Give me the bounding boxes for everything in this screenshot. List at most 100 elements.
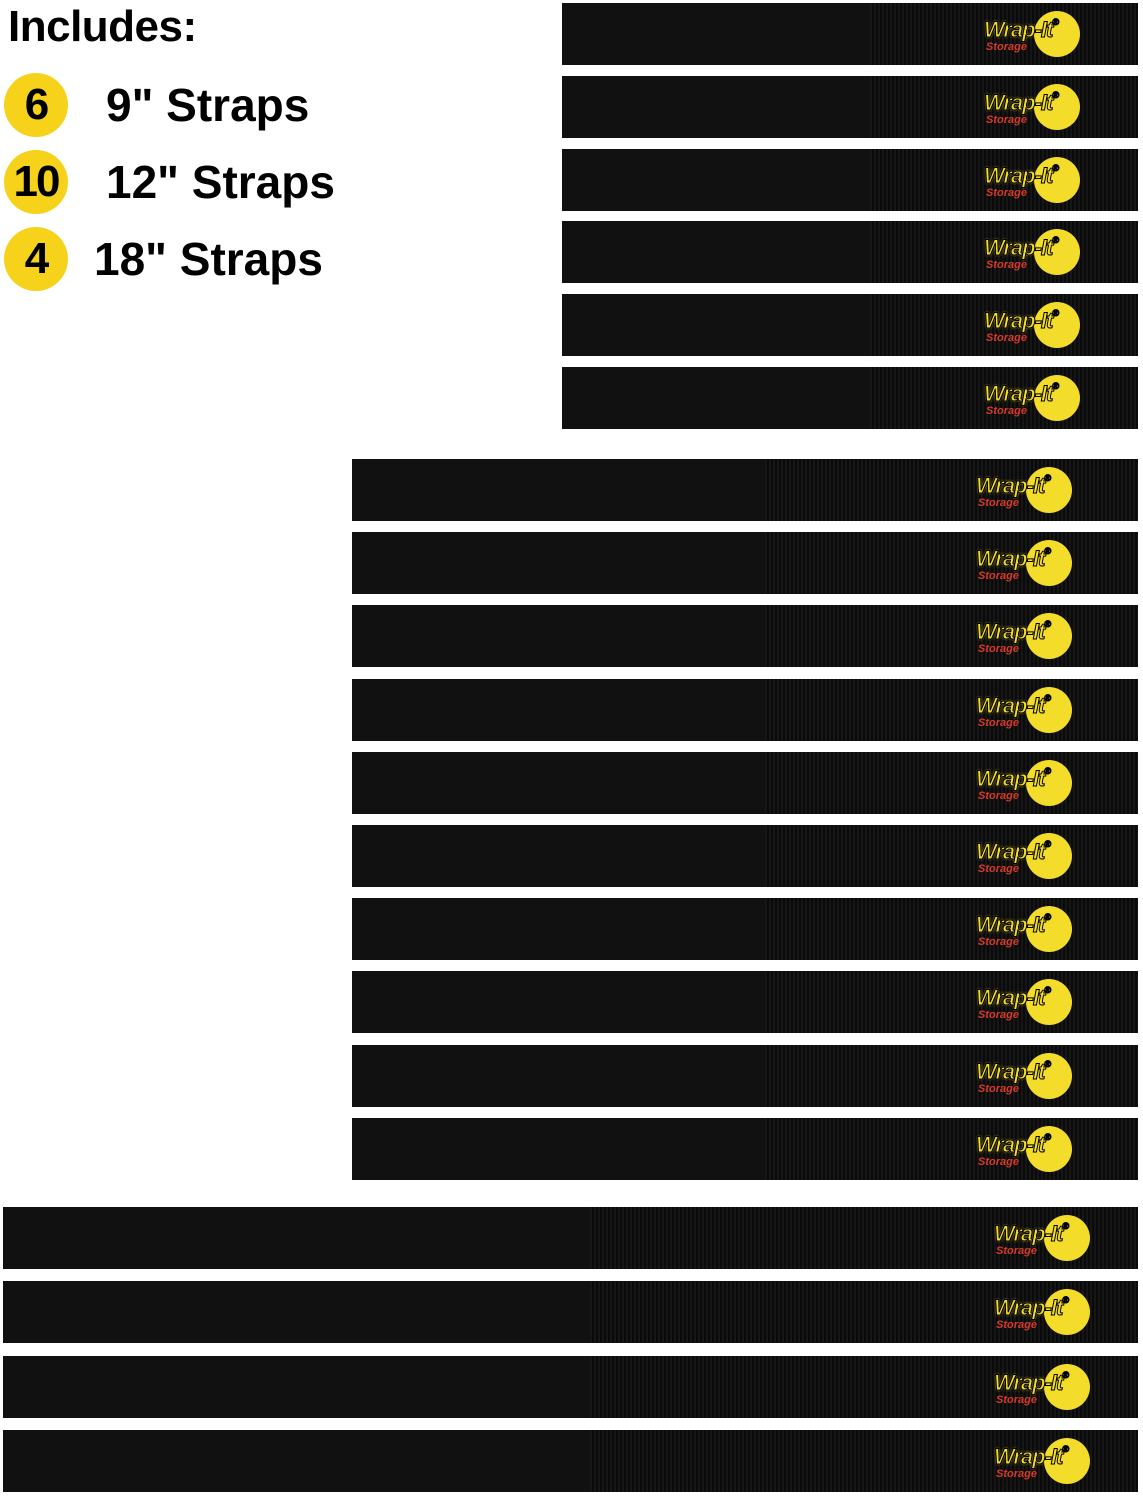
brand-logo: Wrap-It® Storage: [970, 465, 1080, 515]
brand-logo: Wrap-It® Storage: [978, 300, 1088, 350]
registered-mark: ®: [1044, 912, 1052, 923]
brand-logo: Wrap-It® Storage: [978, 82, 1088, 132]
logo-subtext: Storage: [986, 187, 1027, 199]
registered-mark: ®: [1044, 1059, 1052, 1070]
logo-circle: [1026, 833, 1072, 879]
strap: Wrap-It® Storage: [562, 367, 1138, 429]
brand-logo: Wrap-It® Storage: [970, 758, 1080, 808]
logo-subtext: Storage: [986, 405, 1027, 417]
strap: Wrap-It® Storage: [352, 605, 1138, 667]
registered-mark: ®: [1044, 473, 1052, 484]
woven-section: [870, 149, 1138, 211]
logo-circle: [1044, 1289, 1090, 1335]
registered-mark: ®: [1052, 90, 1060, 101]
registered-mark: ®: [1044, 546, 1052, 557]
logo-subtext: Storage: [978, 790, 1019, 802]
logo-circle: [1044, 1438, 1090, 1484]
brand-logo: Wrap-It® Storage: [988, 1362, 1098, 1412]
registered-mark: ®: [1044, 693, 1052, 704]
logo-subtext: Storage: [978, 717, 1019, 729]
strap: Wrap-It® Storage: [3, 1207, 1138, 1269]
woven-section: [765, 532, 1138, 594]
logo-subtext: Storage: [986, 259, 1027, 271]
registered-mark: ®: [1062, 1444, 1070, 1455]
hook-section: [562, 149, 870, 211]
brand-logo: Wrap-It® Storage: [978, 155, 1088, 205]
logo-subtext: Storage: [978, 936, 1019, 948]
registered-mark: ®: [1052, 381, 1060, 392]
woven-section: [870, 76, 1138, 138]
logo-text: Wrap-It®: [993, 1444, 1070, 1470]
strap: Wrap-It® Storage: [562, 221, 1138, 283]
logo-circle: [1026, 467, 1072, 513]
strap: Wrap-It® Storage: [352, 532, 1138, 594]
logo-subtext: Storage: [996, 1245, 1037, 1257]
logo-circle: [1034, 11, 1080, 57]
strap: Wrap-It® Storage: [3, 1281, 1138, 1343]
strap: Wrap-It® Storage: [352, 1118, 1138, 1180]
logo-subtext: Storage: [996, 1319, 1037, 1331]
item-label: 18" Straps: [94, 233, 323, 285]
hook-section: [352, 1118, 765, 1180]
logo-circle: [1026, 1053, 1072, 1099]
woven-section: [765, 1045, 1138, 1107]
logo-subtext: Storage: [978, 643, 1019, 655]
woven-section: [765, 459, 1138, 521]
strap: Wrap-It® Storage: [3, 1356, 1138, 1418]
brand-logo: Wrap-It® Storage: [988, 1436, 1098, 1486]
strap: Wrap-It® Storage: [562, 149, 1138, 211]
logo-subtext: Storage: [986, 332, 1027, 344]
logo-text: Wrap-It®: [975, 473, 1052, 499]
logo-text: Wrap-It®: [975, 985, 1051, 1011]
logo-circle: [1026, 613, 1072, 659]
brand-logo: Wrap-It® Storage: [978, 9, 1088, 59]
brand-logo: Wrap-It® Storage: [970, 685, 1080, 735]
logo-text: Wrap-It®: [975, 766, 1051, 792]
brand-logo: Wrap-It® Storage: [978, 227, 1088, 277]
strap: Wrap-It® Storage: [352, 679, 1138, 741]
logo-circle: [1034, 157, 1080, 203]
logo-text: Wrap-It®: [983, 17, 1059, 43]
logo-circle: [1034, 375, 1080, 421]
hook-section: [352, 605, 765, 667]
strap: Wrap-It® Storage: [352, 971, 1138, 1033]
brand-logo: Wrap-It® Storage: [970, 904, 1080, 954]
hook-section: [3, 1430, 590, 1492]
logo-subtext: Storage: [986, 114, 1027, 126]
woven-section: [870, 221, 1138, 283]
strap: Wrap-It® Storage: [352, 459, 1138, 521]
hook-section: [352, 971, 765, 1033]
logo-text: Wrap-It®: [975, 1059, 1052, 1085]
logo-text: Wrap-It®: [983, 235, 1060, 261]
strap: Wrap-It® Storage: [3, 1430, 1138, 1492]
hook-section: [352, 752, 765, 814]
strap: Wrap-It® Storage: [352, 752, 1138, 814]
brand-logo: Wrap-It® Storage: [978, 373, 1088, 423]
hook-section: [352, 459, 765, 521]
hook-section: [562, 367, 870, 429]
logo-circle: [1026, 760, 1072, 806]
hook-section: [3, 1356, 590, 1418]
brand-logo: Wrap-It® Storage: [970, 611, 1080, 661]
logo-text: Wrap-It®: [993, 1370, 1069, 1396]
strap: Wrap-It® Storage: [352, 898, 1138, 960]
woven-section: [765, 971, 1138, 1033]
woven-section: [765, 825, 1138, 887]
woven-section: [765, 752, 1138, 814]
logo-subtext: Storage: [978, 1156, 1019, 1168]
brand-logo: Wrap-It® Storage: [970, 538, 1080, 588]
logo-subtext: Storage: [996, 1468, 1037, 1480]
registered-mark: ®: [1052, 235, 1060, 246]
woven-section: [870, 367, 1138, 429]
hook-section: [352, 1045, 765, 1107]
logo-circle: [1044, 1215, 1090, 1261]
registered-mark: ®: [1044, 1132, 1052, 1143]
logo-text: Wrap-It®: [975, 546, 1052, 572]
logo-subtext: Storage: [978, 497, 1019, 509]
logo-text: Wrap-It®: [983, 381, 1060, 407]
hook-section: [562, 294, 870, 356]
registered-mark: ®: [1044, 839, 1052, 850]
brand-logo: Wrap-It® Storage: [988, 1213, 1098, 1263]
woven-section: [765, 605, 1138, 667]
hook-section: [352, 825, 765, 887]
